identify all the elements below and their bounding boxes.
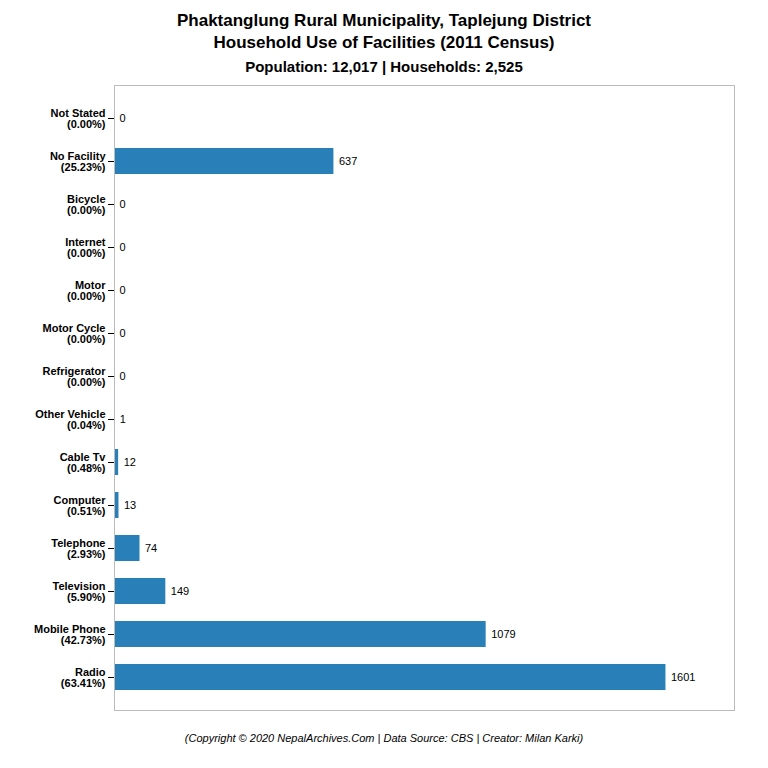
svg-text:Internet(0.00%): Internet(0.00%) xyxy=(65,236,106,259)
svg-text:13: 13 xyxy=(124,499,136,511)
svg-text:Refrigerator(0.00%): Refrigerator(0.00%) xyxy=(43,365,107,388)
svg-text:74: 74 xyxy=(145,542,157,554)
svg-text:Cable Tv(0.48%): Cable Tv(0.48%) xyxy=(60,451,107,474)
svg-text:Television(5.90%): Television(5.90%) xyxy=(53,580,106,603)
html-text:Phaktanglung Rural Municipalit: Phaktanglung Rural Municipality, Tapleju… xyxy=(177,11,591,53)
svg-text:0: 0 xyxy=(120,284,126,296)
svg-text:Motor Cycle(0.00%): Motor Cycle(0.00%) xyxy=(43,322,106,345)
svg-text:149: 149 xyxy=(171,585,189,597)
svg-text:Bicycle(0.00%): Bicycle(0.00%) xyxy=(67,193,106,216)
svg-text:1079: 1079 xyxy=(491,628,515,640)
svg-text:0: 0 xyxy=(120,370,126,382)
svg-text:0: 0 xyxy=(120,112,126,124)
svg-text:No Facility(25.23%): No Facility(25.23%) xyxy=(50,150,107,173)
svg-text:Not Stated(0.00%): Not Stated(0.00%) xyxy=(51,107,106,130)
svg-text:1: 1 xyxy=(120,413,126,425)
svg-text:Other Vehicle(0.04%): Other Vehicle(0.04%) xyxy=(35,408,106,431)
svg-text:Telephone(2.93%): Telephone(2.93%) xyxy=(51,537,106,560)
html-text:(Copyright © 2020 NepalArchive: (Copyright © 2020 NepalArchives.Com | Da… xyxy=(184,732,584,745)
svg-text:Mobile Phone(42.73%): Mobile Phone(42.73%) xyxy=(34,623,106,646)
svg-text:1601: 1601 xyxy=(671,671,695,683)
svg-text:12: 12 xyxy=(124,456,136,468)
svg-text:Computer(0.51%): Computer(0.51%) xyxy=(54,494,107,517)
svg-text:0: 0 xyxy=(120,327,126,339)
svg-text:0: 0 xyxy=(120,198,126,210)
svg-text:Motor(0.00%): Motor(0.00%) xyxy=(67,279,106,302)
svg-text:637: 637 xyxy=(339,155,357,167)
html-text:Population: 12,017 | Household: Population: 12,017 | Households: 2,525 xyxy=(245,58,523,76)
svg-text:0: 0 xyxy=(120,241,126,253)
svg-text:Radio(63.41%): Radio(63.41%) xyxy=(61,666,106,689)
